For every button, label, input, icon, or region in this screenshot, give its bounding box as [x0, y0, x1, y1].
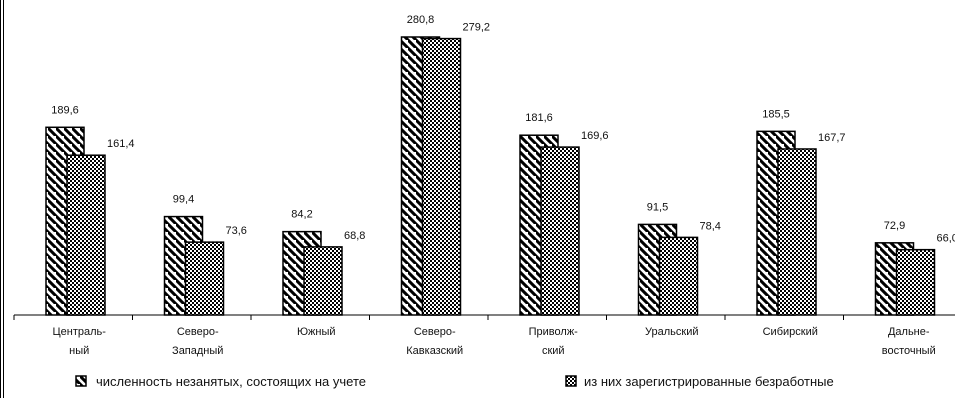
category-label-0: Централь-	[53, 326, 107, 338]
category-label-6: Сибирский	[763, 326, 818, 338]
data-label-series-2-2: 68,8	[344, 230, 365, 242]
data-label-series-2-3: 279,2	[463, 22, 491, 34]
data-label-series-1-5: 91,5	[647, 201, 668, 213]
legend-label-series-1: численность незанятых, состоящих на учет…	[96, 374, 366, 389]
category-label-5: Уральский	[645, 326, 698, 338]
category-labels-layer: Централь-ный Северо- Западный Южный Северо- К…	[53, 326, 936, 357]
data-label-series-2-6: 167,7	[818, 132, 846, 144]
category-label-0: ный	[69, 345, 89, 357]
data-label-series-1-2: 84,2	[291, 209, 312, 221]
data-label-series-2-5: 78,4	[700, 220, 721, 232]
value-labels-layer: 189,6 161,4 99,4 73,6 84,2 68,8 280,8 279,2 181,…	[51, 14, 955, 245]
data-label-series-1-4: 181,6	[525, 112, 553, 124]
category-label-1: Западный	[172, 345, 223, 357]
data-label-series-1-7: 72,9	[884, 220, 905, 232]
data-label-series-2-7: 66,0	[937, 233, 955, 245]
category-label-4: ский	[542, 345, 565, 357]
bar-series-2-6	[778, 149, 816, 315]
category-label-2: Южный	[297, 326, 336, 338]
bar-series-2-4	[541, 147, 579, 315]
legend-label-series-2: из них зарегистрированные безработные	[584, 374, 834, 389]
data-label-series-1-6: 185,5	[762, 108, 790, 120]
category-label-7: восточный	[882, 345, 936, 357]
category-label-1: Северо-	[177, 326, 219, 338]
bar-series-2-3	[423, 39, 461, 315]
legend-swatch-series-1	[76, 376, 86, 386]
legend-swatch-series-2	[566, 376, 576, 386]
data-label-series-2-4: 169,6	[581, 130, 609, 142]
bar-series-2-1	[186, 242, 224, 315]
frame-left-edge	[0, 0, 4, 398]
legend: численность незанятых, состоящих на учет…	[76, 374, 834, 389]
bar-series-2-2	[304, 247, 342, 315]
bars-layer	[46, 37, 935, 315]
data-label-series-1-3: 280,8	[407, 14, 435, 26]
category-label-7: Дальне-	[888, 326, 930, 338]
category-label-3: Северо-	[414, 326, 456, 338]
category-label-3: Кавказский	[406, 345, 463, 357]
data-label-series-1-0: 189,6	[51, 104, 79, 116]
data-label-series-1-1: 99,4	[173, 194, 194, 206]
bar-series-2-0	[67, 155, 105, 315]
category-label-4: Приволж-	[529, 326, 579, 338]
data-label-series-2-0: 161,4	[107, 138, 135, 150]
data-label-series-2-1: 73,6	[226, 225, 247, 237]
bar-series-2-7	[897, 250, 935, 315]
bar-series-2-5	[660, 237, 698, 315]
